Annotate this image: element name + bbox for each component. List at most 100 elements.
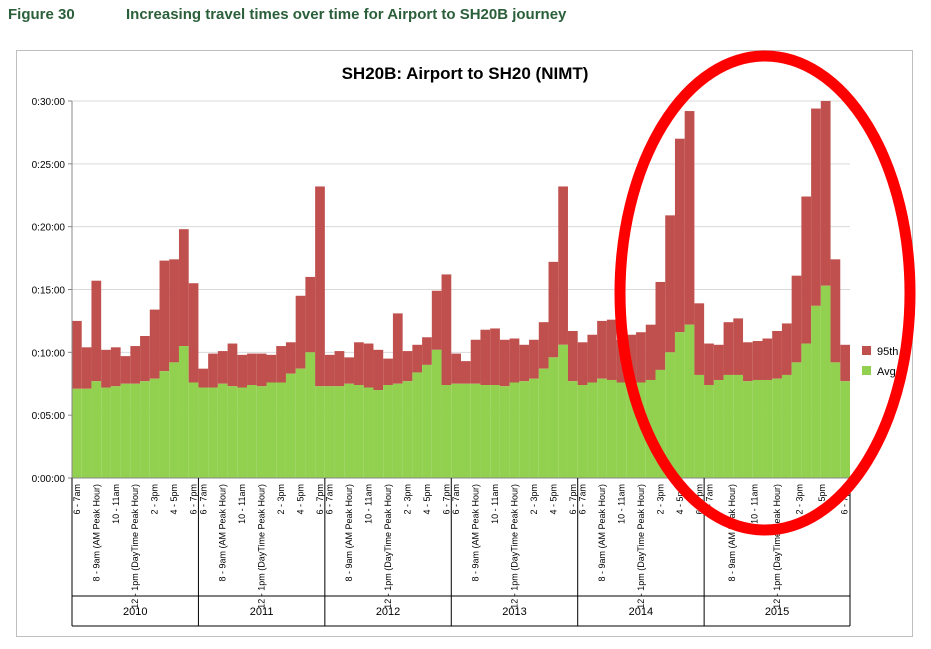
y-tick-label: 0:05:00 — [32, 411, 66, 422]
x-tick-label: 6 - 7pm — [315, 484, 325, 515]
bar-avg — [577, 385, 588, 478]
bar-95th — [198, 368, 209, 388]
y-tick-label: 0:10:00 — [32, 348, 66, 359]
bar-95th — [840, 344, 850, 382]
bar-avg — [490, 385, 500, 478]
bar-95th — [713, 344, 724, 380]
bar-avg — [723, 374, 734, 478]
x-tick-label: 12 - 1pm (DayTime Peak Hour) — [257, 484, 267, 609]
bar-95th — [830, 259, 841, 363]
bar-avg — [665, 352, 675, 478]
bar-95th — [480, 329, 491, 386]
bar-avg — [81, 388, 92, 478]
bar-95th — [334, 351, 345, 387]
bar-95th — [704, 343, 714, 386]
x-tick-label: 2 - 3pm — [529, 484, 539, 515]
bar-95th — [606, 319, 617, 380]
bar-95th — [169, 259, 179, 363]
bar-avg — [149, 378, 160, 478]
x-tick-label: 12 - 1pm (DayTime Peak Hour) — [509, 484, 519, 609]
bar-95th — [81, 347, 92, 389]
bar-95th — [781, 323, 792, 375]
bar-avg — [373, 390, 384, 478]
legend-swatch — [862, 346, 871, 355]
bar-avg — [412, 372, 423, 478]
bar-avg — [392, 383, 403, 478]
bar-95th — [227, 343, 238, 387]
bar-95th — [451, 353, 461, 384]
bar-95th — [412, 344, 423, 373]
bar-95th — [636, 332, 646, 383]
bar-avg — [178, 346, 189, 478]
bar-95th — [723, 322, 734, 375]
x-tick-label: 8 - 9am (AM Peak Hour) — [597, 484, 607, 582]
annotation-layer — [614, 50, 916, 536]
bar-avg — [684, 324, 695, 478]
bar-avg — [305, 352, 316, 478]
x-tick-label: 6 - 7am — [578, 484, 588, 515]
bar-95th — [422, 337, 432, 365]
bar-avg — [324, 386, 335, 478]
bar-avg — [188, 382, 199, 478]
bar-avg — [120, 383, 131, 478]
bar-avg — [470, 383, 481, 478]
bar-95th — [733, 318, 744, 375]
bar-95th — [101, 349, 111, 388]
bar-95th — [694, 303, 705, 375]
bar-avg — [480, 385, 491, 478]
bar-avg — [237, 387, 248, 478]
bar-95th — [208, 353, 218, 388]
bar-95th — [373, 349, 384, 391]
bar-95th — [120, 356, 131, 384]
bar-avg — [256, 386, 267, 478]
bar-95th — [441, 274, 452, 386]
x-tick-label: 6 - 7am — [198, 484, 208, 515]
bar-95th — [743, 342, 753, 382]
bar-avg — [431, 349, 442, 478]
x-tick-label: 10 - 11am — [111, 484, 121, 524]
bar-avg — [820, 285, 831, 478]
x-tick-label: 6 - 7am — [705, 484, 715, 515]
bar-95th — [665, 215, 675, 353]
bar-95th — [558, 186, 568, 345]
bar-avg — [295, 368, 306, 478]
bar-avg — [558, 344, 568, 478]
y-tick-label: 0:15:00 — [32, 286, 66, 297]
bar-avg — [704, 385, 714, 478]
bar-avg — [529, 378, 539, 478]
bar-avg — [266, 382, 277, 478]
bar-95th — [762, 338, 773, 380]
bar-95th — [752, 341, 763, 380]
bar-avg — [791, 362, 802, 478]
bar-95th — [140, 335, 150, 382]
bar-avg — [91, 381, 102, 478]
bar-95th — [820, 101, 831, 286]
bar-avg — [694, 374, 705, 478]
bar-95th — [470, 339, 481, 384]
bar-95th — [363, 343, 374, 388]
bar-avg — [159, 371, 170, 478]
bar-avg — [461, 383, 471, 478]
bar-avg — [451, 383, 461, 478]
bar-avg — [208, 387, 218, 478]
bar-avg — [354, 385, 364, 478]
bar-avg — [140, 381, 150, 478]
bar-avg — [733, 374, 744, 478]
bar-avg — [626, 383, 637, 478]
bar-95th — [305, 276, 316, 353]
bar-95th — [801, 196, 812, 344]
bar-95th — [285, 342, 296, 374]
bar-95th — [72, 320, 82, 389]
bar-95th — [519, 344, 530, 382]
bar-95th — [499, 339, 510, 387]
x-tick-label: 2 - 3pm — [276, 484, 286, 515]
legend-swatch — [862, 366, 871, 375]
x-tick-label: 8 - 9am (AM Peak Hour) — [727, 484, 737, 582]
bar-95th — [392, 313, 403, 384]
bar-avg — [363, 387, 374, 478]
bar-95th — [159, 260, 170, 372]
bar-avg — [567, 381, 578, 478]
x-tick-label: 6 - 7am — [72, 484, 82, 515]
bar-95th — [548, 261, 559, 358]
